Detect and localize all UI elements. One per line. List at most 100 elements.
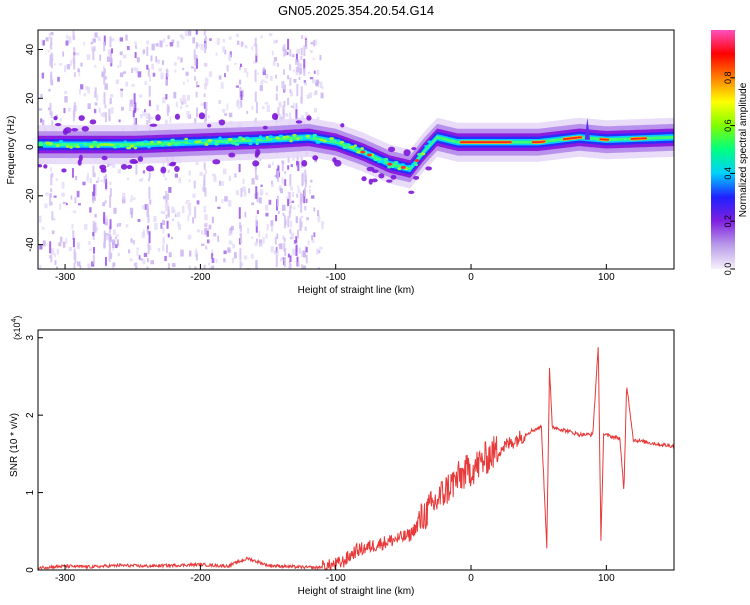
ridge-speck [258,135,263,139]
noise-speck [65,40,69,46]
noise-speck [129,258,133,262]
noise-streak [49,254,52,259]
ridge-blob [408,190,415,195]
ridge-speck [400,163,405,167]
x-tick-label: -200 [190,272,210,283]
noise-speck [58,63,63,66]
noise-speck [215,258,218,264]
noise-speck [235,85,239,88]
noise-speck [300,216,304,219]
noise-speck [56,266,59,269]
noise-speck [240,262,244,267]
ridge-speck [420,152,426,156]
noise-speck [116,223,119,228]
noise-speck [200,43,204,51]
noise-speck [48,88,51,92]
noise-speck [167,35,170,40]
noise-speck [121,196,126,204]
snr-x-label: Height of straight line (km) [298,586,415,597]
noise-speck [215,52,218,56]
noise-streak [104,200,107,204]
noise-speck [127,249,131,254]
noise-streak [146,228,149,233]
noise-speck [79,88,81,95]
noise-speck [259,85,263,92]
noise-speck [130,199,133,203]
noise-streak [103,233,106,243]
ridge-speck [75,145,81,149]
noise-speck [316,69,320,76]
noise-speck [230,225,234,231]
noise-speck [258,242,263,247]
noise-streak [73,35,76,41]
noise-speck [109,163,112,166]
noise-speck [89,207,92,213]
ridge-speck [82,142,87,146]
noise-streak [303,190,306,204]
ridge-blob [160,166,167,174]
noise-speck [54,260,57,266]
noise-speck [316,210,320,216]
noise-streak [239,63,242,68]
noise-speck [71,223,74,229]
noise-speck [67,107,71,112]
noise-speck [138,255,141,260]
noise-speck [47,107,51,111]
noise-streak [73,262,76,269]
noise-speck [244,211,247,218]
noise-speck [60,236,63,243]
noise-speck [186,111,190,119]
noise-streak [195,253,198,261]
noise-speck [287,75,289,80]
noise-streak [194,76,197,81]
noise-speck [292,206,296,210]
noise-speck [97,176,100,182]
noise-speck [85,86,88,91]
noise-speck [192,37,195,44]
snr-y-ticks: 0 1 2 3 [25,335,43,573]
ridge-speck [143,140,149,144]
ridge-speck [315,140,321,144]
noise-streak [165,190,168,199]
noise-speck [180,57,183,63]
noise-speck [278,185,282,191]
ridge-speck [39,141,43,145]
noise-streak [256,191,259,203]
noise-streak [92,195,95,204]
noise-streak [103,92,106,105]
noise-speck [158,68,162,72]
noise-speck [98,107,101,113]
noise-streak [50,188,53,193]
ridge-hot-spot [387,162,393,166]
noise-streak [287,97,290,106]
noise-speck [260,35,263,39]
noise-speck [62,51,64,57]
noise-speck [105,233,109,236]
noise-streak [303,187,306,197]
noise-speck [112,265,114,269]
ridge-blob [168,162,176,167]
noise-speck [169,116,172,124]
noise-streak [289,205,292,214]
noise-speck [174,213,177,218]
noise-speck [86,54,91,60]
noise-speck [209,38,212,41]
noise-streak [94,87,97,95]
noise-speck [219,180,221,186]
noise-speck [65,202,68,206]
noise-speck [64,96,68,103]
noise-streak [193,49,196,60]
noise-speck [228,199,232,207]
x-tick-label: -100 [326,272,346,283]
noise-streak [72,230,75,240]
noise-speck [201,186,205,192]
ridge-hot-spot [414,158,420,162]
noise-streak [289,77,292,86]
noise-speck [50,167,52,173]
noise-speck [48,32,51,39]
ridge-speck [265,135,269,139]
ridge-blob [77,159,82,166]
noise-streak [71,168,74,178]
noise-streak [255,173,258,180]
